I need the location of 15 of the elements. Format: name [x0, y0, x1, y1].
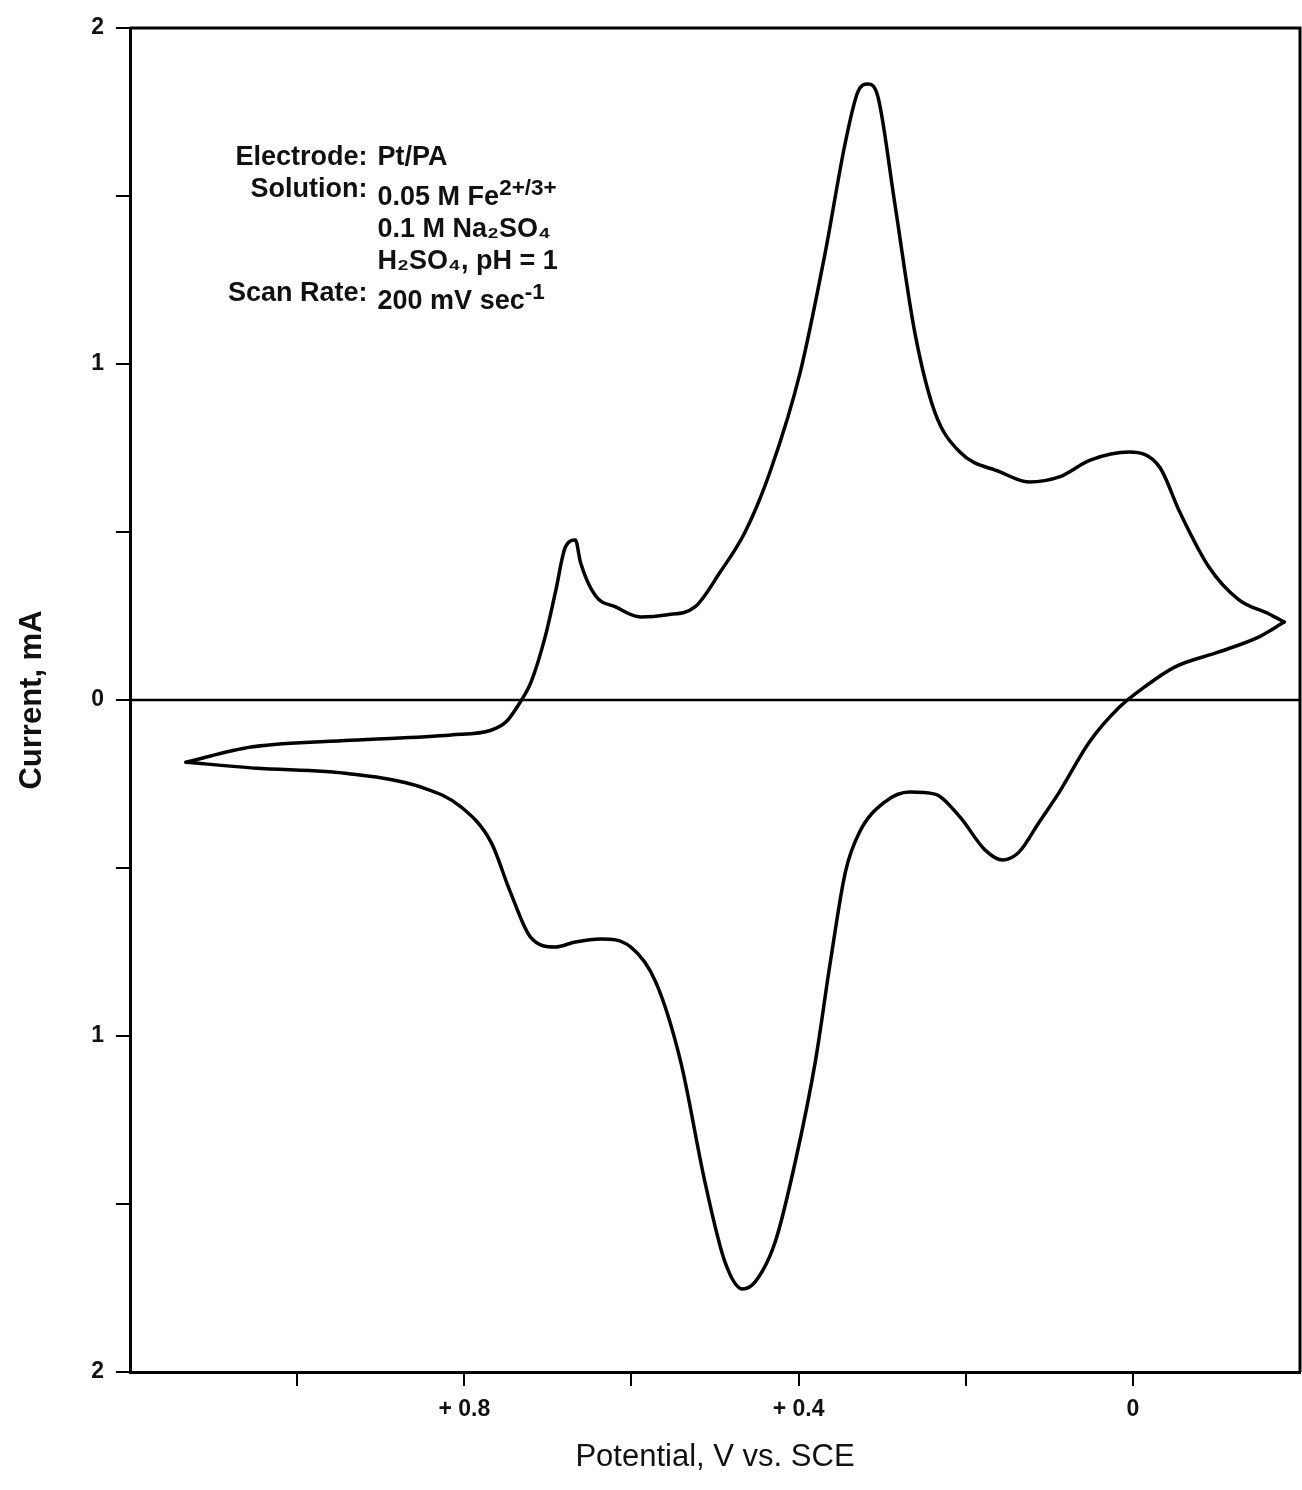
annotation: Scan Rate: 200 mV sec$^{-1}$ [228, 276, 546, 316]
y-tick-label: 2 [91, 1357, 104, 1384]
x-tick-label: 0 [1126, 1395, 1140, 1422]
x-axis-title: Potential, V vs. SCE [575, 1437, 855, 1473]
annotation: Solution: 0.05 M Fe$^{2+/3+}$ [249, 172, 558, 212]
y-tick-label: 1 [91, 1021, 105, 1048]
y-tick-label: 0 [91, 685, 104, 712]
x-tick-label: + 0.4 [772, 1395, 825, 1422]
y-axis-title: Current, mA [13, 610, 49, 790]
annotation: H₂SO₄, pH = 1 [377, 244, 558, 276]
annotation: Electrode: Pt/PA [234, 140, 449, 172]
y-tick-label: 1 [91, 349, 105, 376]
x-tick-label: + 0.8 [438, 1395, 491, 1422]
y-tick-label: 2 [91, 13, 104, 40]
annotation: 0.1 M Na₂SO₄ [377, 212, 552, 244]
